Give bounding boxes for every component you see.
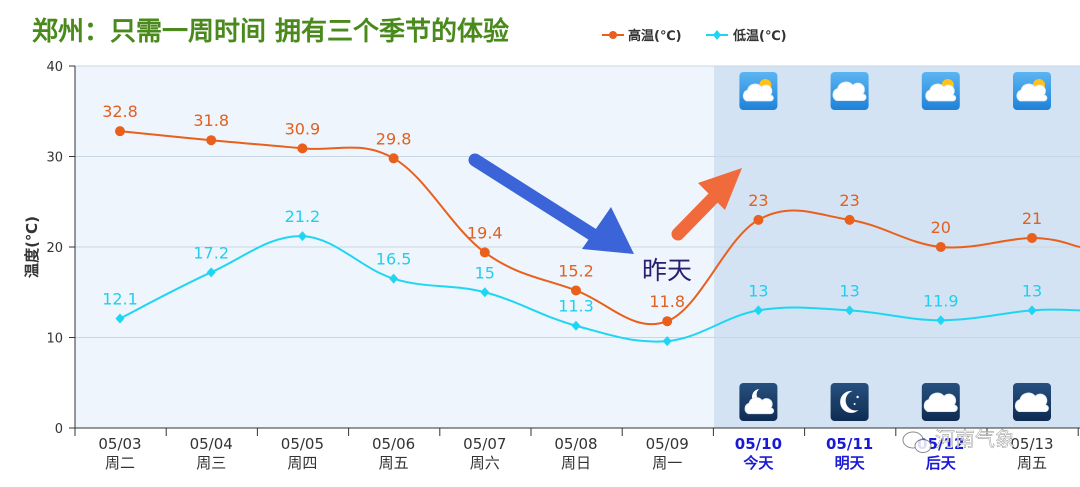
legend-item-high[interactable]: 高温(℃) xyxy=(602,28,682,44)
partly-sunny-icon xyxy=(739,72,778,110)
data-point-low xyxy=(662,336,672,347)
data-label-high: 11.8 xyxy=(649,292,685,311)
x-tick-label: 05/03 xyxy=(98,435,141,453)
x-tick-label: 05/09 xyxy=(646,435,689,453)
rise-arrow xyxy=(671,184,727,241)
y-tick-label: 30 xyxy=(46,151,63,166)
y-tick-label: 0 xyxy=(55,422,63,437)
x-weekday-label: 周六 xyxy=(470,454,500,472)
icon-frame xyxy=(830,383,869,421)
data-label-high: 21 xyxy=(1022,209,1042,228)
chart-title: 郑州：只需一周时间 拥有三个季节的体验 xyxy=(32,16,509,47)
x-weekday-label: 周日 xyxy=(561,454,591,472)
x-tick-label: 05/13 xyxy=(1010,435,1053,453)
x-weekday-label: 今天 xyxy=(742,454,774,472)
data-point-high xyxy=(297,143,308,154)
decline-arrow-head xyxy=(582,207,634,254)
data-label-low: 16.5 xyxy=(376,250,412,269)
moon-icon xyxy=(830,383,869,421)
data-point-high xyxy=(479,247,490,258)
cloudy-icon xyxy=(830,72,869,110)
rise-arrow-head xyxy=(698,168,742,210)
data-point-low xyxy=(115,313,125,324)
data-label-high: 30.9 xyxy=(285,119,321,138)
decline-arrow xyxy=(468,153,605,245)
data-point-low xyxy=(480,287,490,298)
data-point-high xyxy=(662,316,673,327)
data-point-low xyxy=(936,315,946,326)
data-point-low xyxy=(389,273,399,284)
cloudy-moon-icon xyxy=(739,383,778,421)
x-tick-label: 05/04 xyxy=(190,435,233,453)
cloudy-icon xyxy=(1013,383,1051,421)
data-point-high xyxy=(1027,232,1037,243)
data-label-low: 11.9 xyxy=(923,291,959,310)
data-point-high xyxy=(388,153,399,164)
data-label-high: 31.8 xyxy=(193,111,229,130)
y-tick-label: 40 xyxy=(46,60,63,75)
data-point-low xyxy=(845,305,855,316)
data-point-low xyxy=(753,305,763,316)
data-point-high xyxy=(935,242,946,252)
data-label-high: 19.4 xyxy=(467,223,503,242)
data-label-low: 21.2 xyxy=(285,207,321,226)
legend-item-low[interactable]: 低温(℃) xyxy=(706,28,787,44)
data-point-low xyxy=(206,267,216,278)
data-label-high: 29.8 xyxy=(376,129,412,148)
y-tick-label: 20 xyxy=(46,241,63,256)
partly-sunny-icon xyxy=(921,72,960,110)
data-label-high: 32.8 xyxy=(102,102,138,121)
data-label-low: 15 xyxy=(475,263,495,282)
data-point-low xyxy=(297,231,307,242)
y-tick-label: 10 xyxy=(46,332,63,347)
data-point-high xyxy=(115,126,125,137)
legend: 高温(℃) 低温(℃) xyxy=(602,28,787,44)
watermark-text: 河南气象 xyxy=(935,427,1015,451)
x-weekday-label: 明天 xyxy=(835,454,866,472)
annotation-yesterday: 昨天 xyxy=(642,256,692,285)
data-point-low xyxy=(571,320,581,331)
x-weekday-label: 周二 xyxy=(105,454,135,472)
data-point-high xyxy=(844,214,855,225)
data-label-low: 13 xyxy=(1022,281,1042,300)
x-tick-label: 05/05 xyxy=(281,435,324,453)
data-label-high: 23 xyxy=(748,191,768,210)
x-weekday-label: 后天 xyxy=(926,454,957,472)
data-label-low: 12.1 xyxy=(102,289,138,308)
legend-label-low: 低温(℃) xyxy=(732,28,787,44)
x-tick-label: 05/10 xyxy=(735,435,782,453)
x-tick-label: 05/07 xyxy=(463,435,506,453)
data-label-low: 17.2 xyxy=(193,243,229,262)
data-label-high: 23 xyxy=(839,191,859,210)
data-label-high: 20 xyxy=(931,218,951,237)
data-point-low xyxy=(1027,305,1037,316)
x-weekday-label: 周五 xyxy=(1017,454,1047,472)
y-axis-label: 温度(℃) xyxy=(23,216,41,278)
x-weekday-label: 周三 xyxy=(196,454,226,472)
data-label-high: 15.2 xyxy=(558,261,594,280)
x-weekday-label: 周五 xyxy=(379,454,409,472)
x-tick-label: 05/11 xyxy=(826,435,873,453)
legend-label-high: 高温(℃) xyxy=(628,28,682,44)
wechat-icon xyxy=(902,431,932,453)
partly-sunny-icon xyxy=(1013,72,1051,110)
data-label-low: 13 xyxy=(839,281,859,300)
x-tick-label: 05/08 xyxy=(554,435,597,453)
x-tick-label: 05/06 xyxy=(372,435,415,453)
data-point-high xyxy=(206,135,217,146)
data-point-high xyxy=(571,285,581,296)
data-point-high xyxy=(753,214,764,225)
x-weekday-label: 周四 xyxy=(287,454,317,472)
data-label-low: 13 xyxy=(748,281,768,300)
data-label-low: 11.3 xyxy=(558,297,594,316)
cloudy-icon xyxy=(921,383,960,421)
x-weekday-label: 周一 xyxy=(652,454,682,472)
